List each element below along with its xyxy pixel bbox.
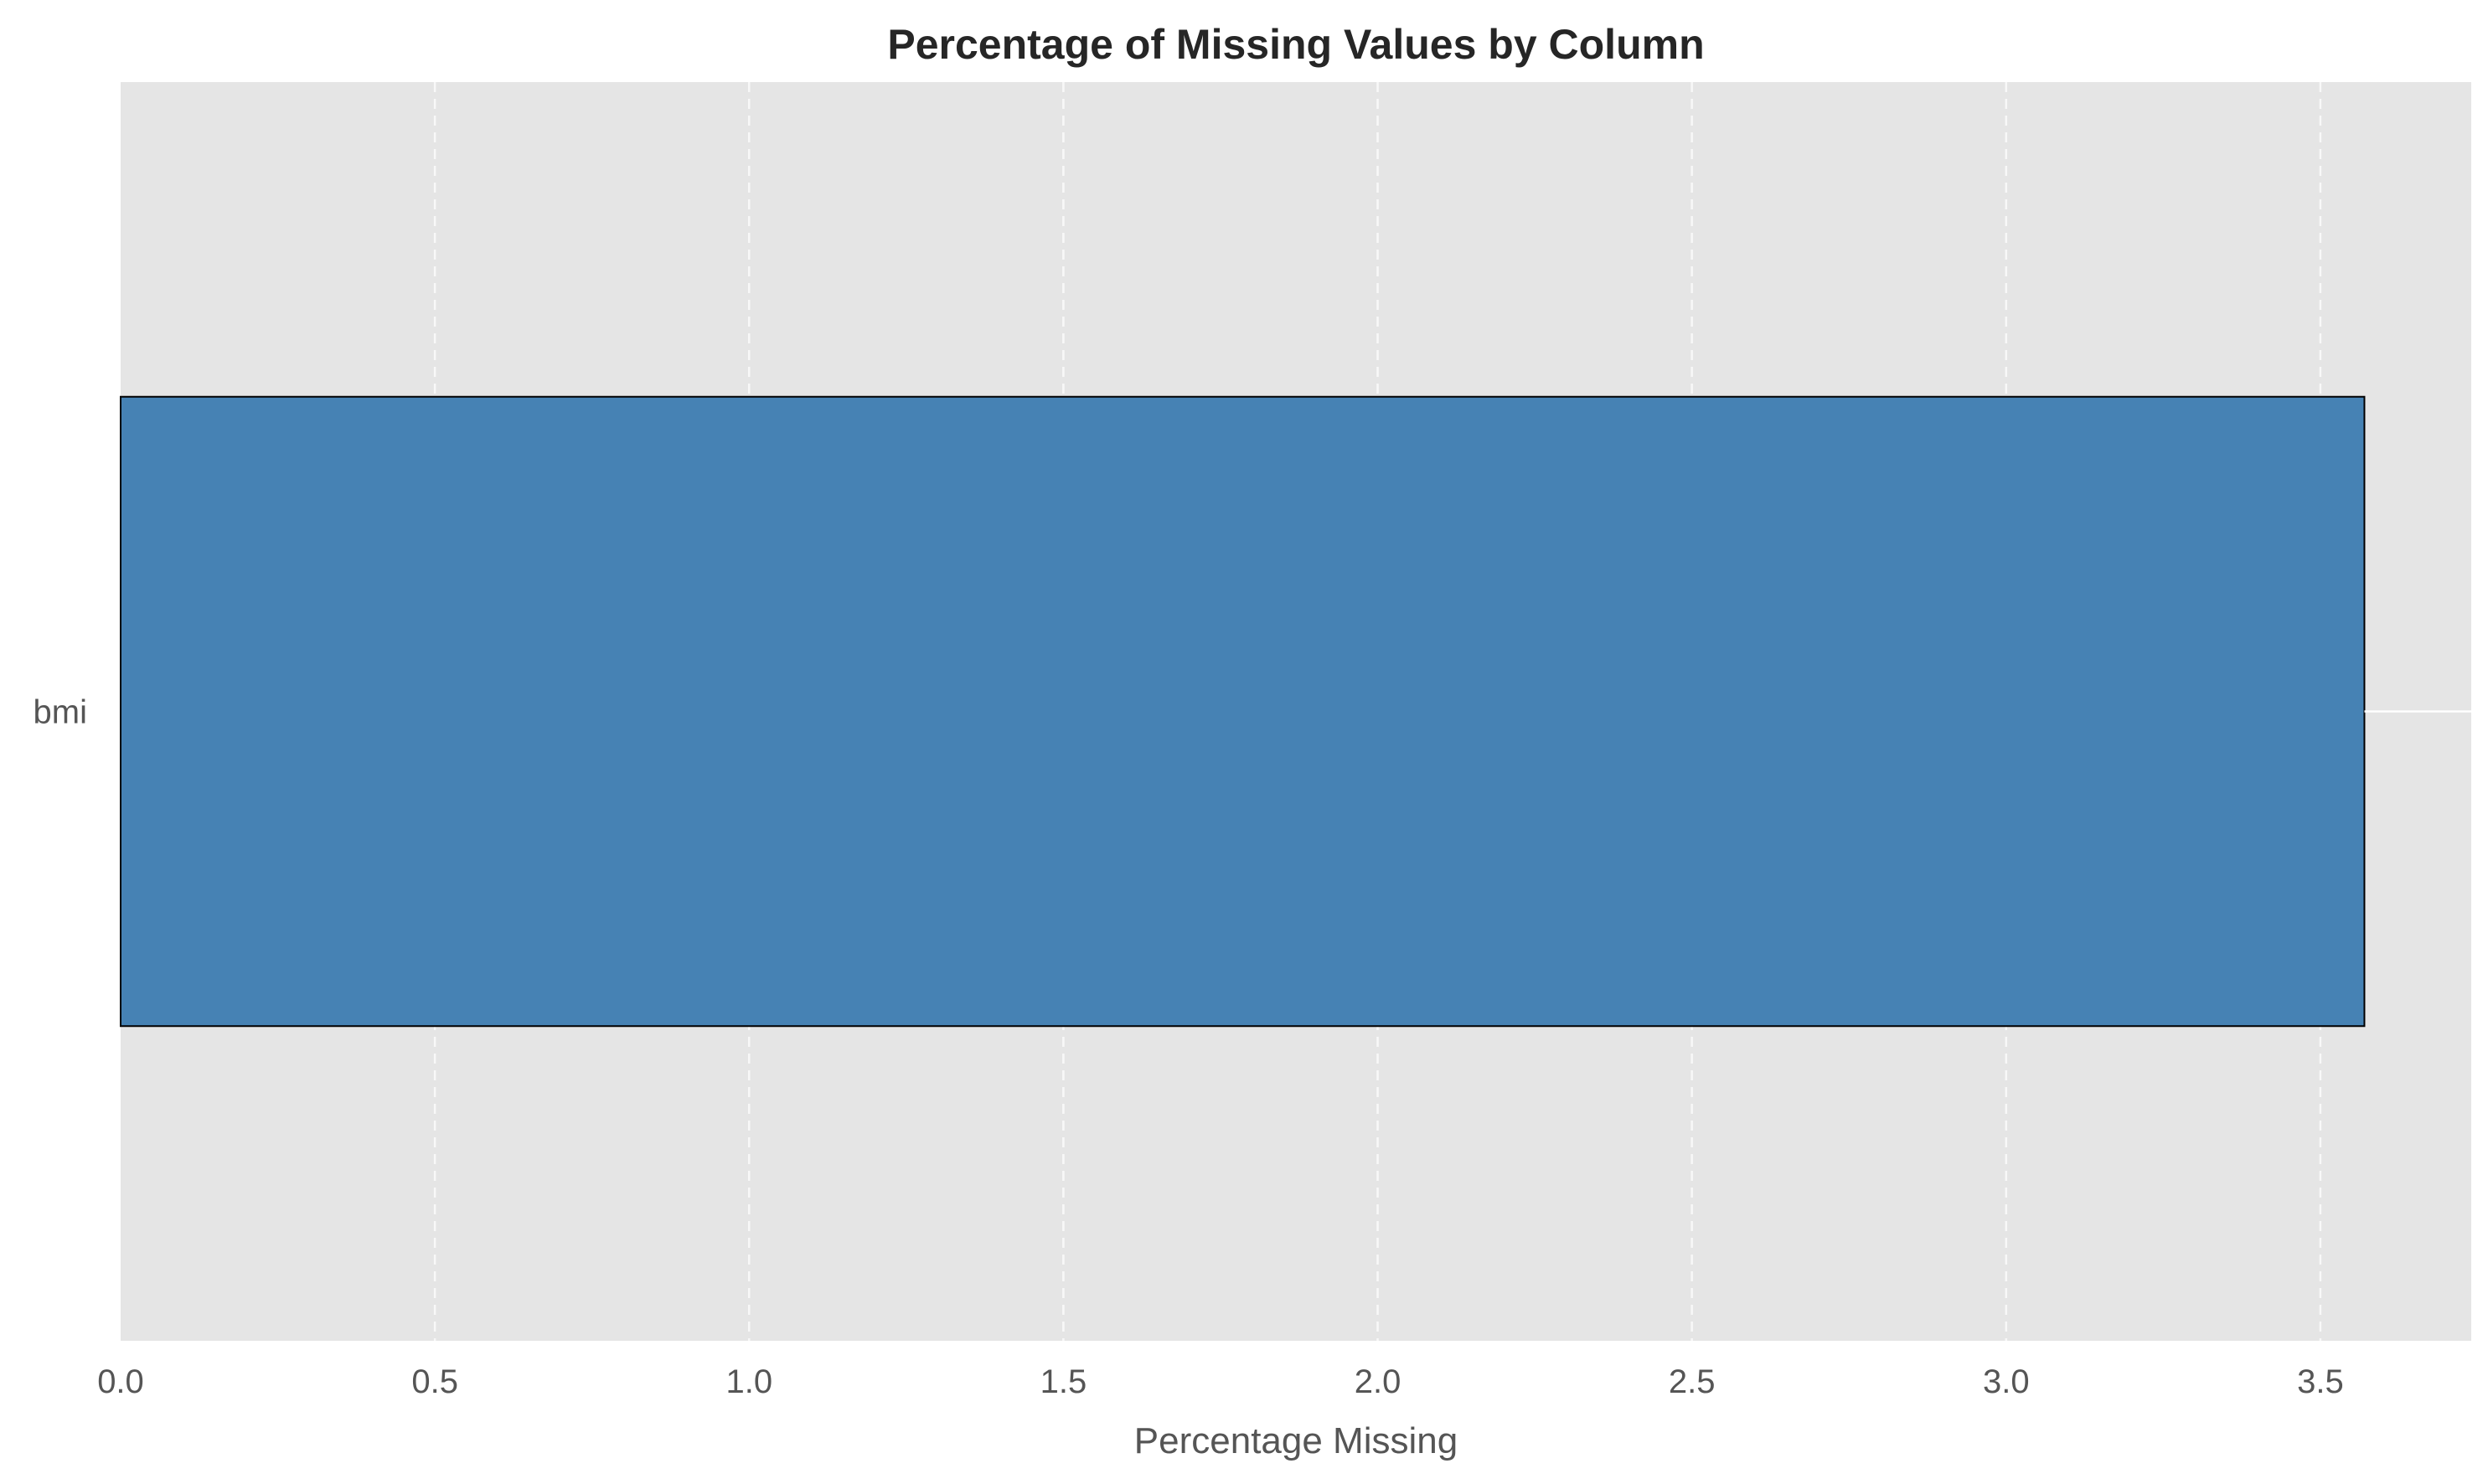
x-axis-label: Percentage Missing [1134,1420,1458,1461]
x-tick-label: 1.0 [725,1363,772,1400]
x-tick-label: 1.5 [1040,1363,1087,1400]
x-tick-labels: 0.0 0.5 1.0 1.5 2.0 2.5 3.0 3.5 [97,1363,2344,1400]
x-tick-label: 2.0 [1355,1363,1401,1400]
y-tick-labels: bmi [34,694,87,731]
bars [120,395,2471,1028]
y-tick-label: bmi [34,694,87,731]
chart-title: Percentage of Missing Values by Column [887,21,1704,68]
x-tick-label: 0.0 [97,1363,144,1400]
x-tick-label: 3.5 [2297,1363,2344,1400]
bar-bmi [120,395,2366,1028]
x-tick-label: 2.5 [1669,1363,1716,1400]
x-tick-label: 0.5 [411,1363,458,1400]
x-tick-label: 3.0 [1983,1363,2030,1400]
